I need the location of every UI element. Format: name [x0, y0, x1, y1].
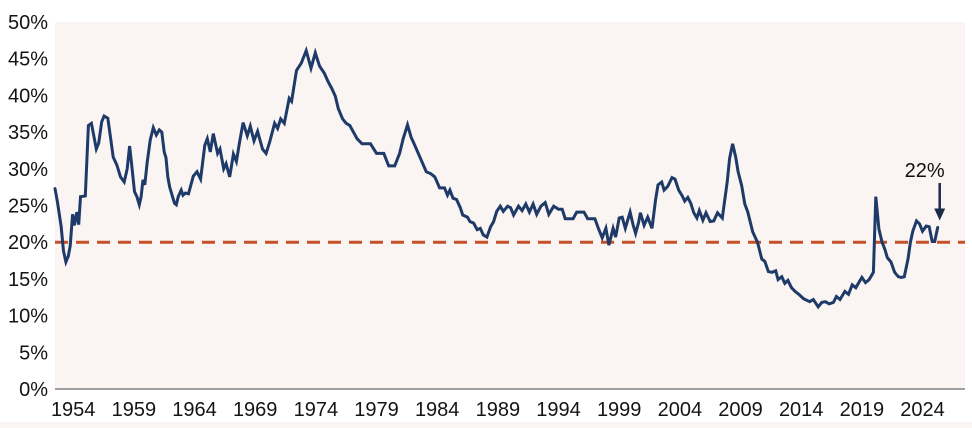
- x-tick-label: 2014: [779, 399, 824, 421]
- y-tick-label: 15%: [8, 269, 48, 291]
- y-tick-label: 30%: [8, 159, 48, 181]
- x-tick-label: 1979: [354, 399, 399, 421]
- data-line: [53, 45, 940, 310]
- x-tick-label: 1989: [476, 399, 521, 421]
- bottom-accent-strip: [0, 422, 972, 428]
- x-tick-label: 2024: [900, 399, 945, 421]
- plot-area: [55, 22, 965, 389]
- x-tick-label: 1959: [112, 399, 157, 421]
- annotation-label: 22%: [905, 160, 945, 182]
- annotation: 22%: [905, 160, 946, 221]
- x-tick-label: 1999: [597, 399, 642, 421]
- x-tick-label: 1974: [294, 399, 339, 421]
- y-axis-labels: 0% 5% 10% 15% 20% 25% 30% 35% 40% 45% 50%: [8, 12, 48, 401]
- x-tick-label: 2004: [658, 399, 703, 421]
- x-axis-labels: 1954 1959 1964 1969 1974 1979 1984 1989 1994 1999…: [51, 399, 945, 421]
- y-tick-label: 0%: [19, 379, 48, 401]
- y-tick-label: 45%: [8, 49, 48, 71]
- y-tick-label: 5%: [19, 342, 48, 364]
- y-tick-label: 25%: [8, 196, 48, 218]
- x-tick-label: 1964: [172, 399, 217, 421]
- y-tick-label: 50%: [8, 12, 48, 34]
- y-tick-label: 40%: [8, 85, 48, 107]
- arrow-head: [934, 208, 946, 221]
- x-tick-label: 2019: [840, 399, 885, 421]
- y-tick-label: 20%: [8, 232, 48, 254]
- x-tick-label: 2009: [718, 399, 763, 421]
- x-tick-label: 1984: [415, 399, 460, 421]
- annotation-arrow: [934, 183, 946, 221]
- x-tick-label: 1954: [51, 399, 96, 421]
- y-tick-label: 35%: [8, 122, 48, 144]
- y-tick-label: 10%: [8, 306, 48, 328]
- x-tick-label: 1969: [233, 399, 278, 421]
- x-tick-label: 1994: [536, 399, 581, 421]
